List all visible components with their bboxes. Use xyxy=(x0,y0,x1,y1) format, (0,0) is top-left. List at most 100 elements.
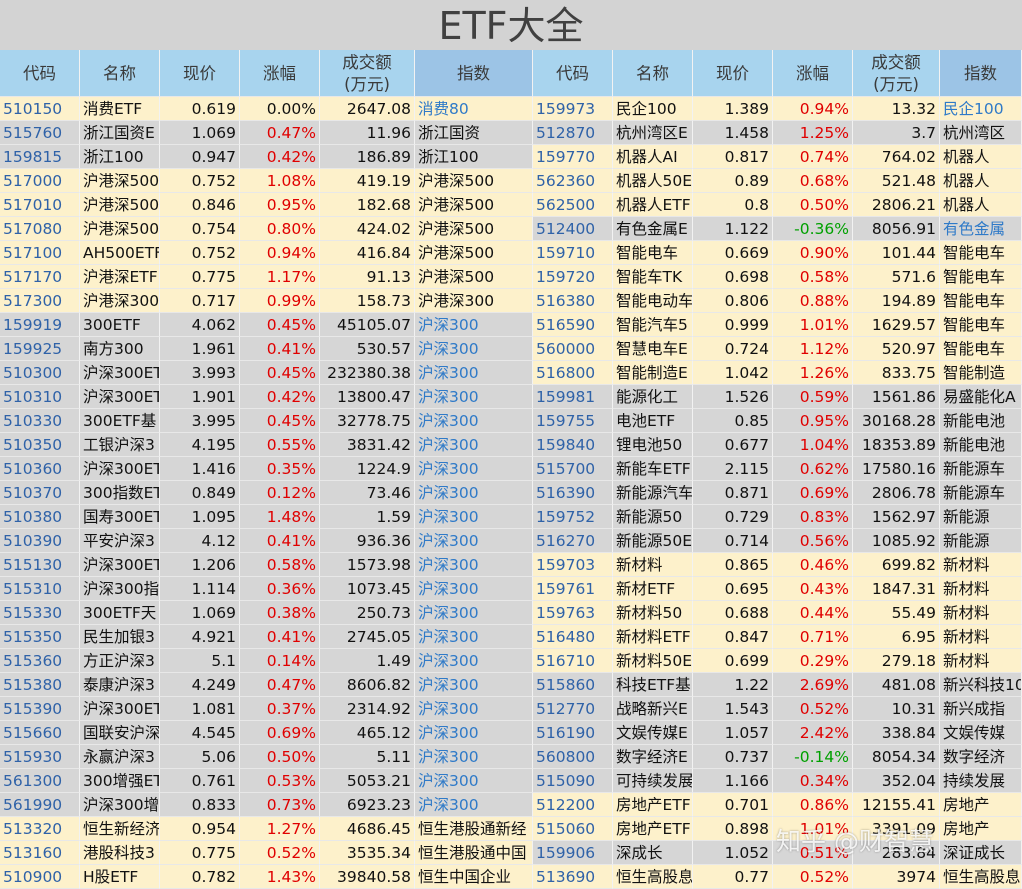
amount-cell: 13.32 xyxy=(853,97,940,121)
change-cell: 0.55% xyxy=(240,433,320,457)
index-cell: 沪深300 xyxy=(415,433,533,457)
name-cell: 新能源50 xyxy=(613,505,693,529)
index-cell: 沪深300 xyxy=(415,745,533,769)
change-cell: 0.86% xyxy=(773,793,853,817)
code-cell: 562500 xyxy=(533,193,613,217)
change-cell: 1.17% xyxy=(240,265,320,289)
header-cell: 现价 xyxy=(160,50,240,97)
change-cell: 1.12% xyxy=(773,337,853,361)
name-cell: 消费ETF xyxy=(80,97,160,121)
index-cell: 文娱传媒 xyxy=(940,721,1022,745)
change-cell: 1.48% xyxy=(240,505,320,529)
price-cell: 0.717 xyxy=(160,289,240,313)
amount-cell: 32778.75 xyxy=(320,409,415,433)
amount-cell: 6923.23 xyxy=(320,793,415,817)
code-cell: 510300 xyxy=(0,361,80,385)
code-cell: 159815 xyxy=(0,145,80,169)
change-cell: 0.36% xyxy=(240,577,320,601)
code-cell: 515360 xyxy=(0,649,80,673)
name-cell: 锂电池50 xyxy=(613,433,693,457)
name-cell: 港股科技3 xyxy=(80,841,160,865)
price-cell: 0.737 xyxy=(693,745,773,769)
price-cell: 0.8 xyxy=(693,193,773,217)
amount-cell: 158.73 xyxy=(320,289,415,313)
name-cell: 新能车ETF xyxy=(613,457,693,481)
change-cell: 0.47% xyxy=(240,121,320,145)
name-cell: 杭州湾区E xyxy=(613,121,693,145)
name-cell: 浙江100 xyxy=(80,145,160,169)
amount-cell: 73.46 xyxy=(320,481,415,505)
name-cell: 国联安沪深 xyxy=(80,721,160,745)
index-cell: 沪港深500 xyxy=(415,265,533,289)
change-cell: 0.69% xyxy=(240,721,320,745)
price-cell: 0.752 xyxy=(160,241,240,265)
price-cell: 1.069 xyxy=(160,601,240,625)
index-cell: 新能电池 xyxy=(940,433,1022,457)
index-cell: 沪深300 xyxy=(415,649,533,673)
price-cell: 5.1 xyxy=(160,649,240,673)
header-cell: 名称 xyxy=(80,50,160,97)
header-text: 成交额 xyxy=(342,53,392,72)
price-cell: 0.947 xyxy=(160,145,240,169)
header-cell: 代码 xyxy=(0,50,80,97)
index-cell: 沪深300 xyxy=(415,385,533,409)
change-cell: 1.25% xyxy=(773,121,853,145)
price-cell: 3.995 xyxy=(160,409,240,433)
index-cell: 沪深300 xyxy=(415,529,533,553)
change-cell: 0.00% xyxy=(240,97,320,121)
price-cell: 3.993 xyxy=(160,361,240,385)
code-cell: 159755 xyxy=(533,409,613,433)
name-cell: 恒生新经济 xyxy=(80,817,160,841)
change-cell: 1.01% xyxy=(773,817,853,841)
change-cell: 2.69% xyxy=(773,673,853,697)
name-cell: 沪深300增 xyxy=(80,793,160,817)
name-cell: 沪深300ET xyxy=(80,385,160,409)
code-cell: 159720 xyxy=(533,265,613,289)
amount-cell: 416.84 xyxy=(320,241,415,265)
price-cell: 4.12 xyxy=(160,529,240,553)
change-cell: 0.44% xyxy=(773,601,853,625)
index-cell: 杭州湾区 xyxy=(940,121,1022,145)
price-cell: 0.954 xyxy=(160,817,240,841)
index-cell: 数字经济 xyxy=(940,745,1022,769)
change-cell: 0.45% xyxy=(240,313,320,337)
price-cell: 0.752 xyxy=(160,169,240,193)
change-cell: 0.46% xyxy=(773,553,853,577)
code-cell: 159973 xyxy=(533,97,613,121)
name-cell: 智慧电车E xyxy=(613,337,693,361)
name-cell: 民企100 xyxy=(613,97,693,121)
code-cell: 159761 xyxy=(533,577,613,601)
change-cell: 0.73% xyxy=(240,793,320,817)
index-cell: 沪港深500 xyxy=(415,193,533,217)
name-cell: 新材料ETF xyxy=(613,625,693,649)
name-cell: 新材料50E xyxy=(613,649,693,673)
name-cell: 永赢沪深3 xyxy=(80,745,160,769)
code-cell: 517300 xyxy=(0,289,80,313)
price-cell: 1.069 xyxy=(160,121,240,145)
amount-cell: 1629.57 xyxy=(853,313,940,337)
index-cell: 新材料 xyxy=(940,649,1022,673)
name-cell: H股ETF xyxy=(80,865,160,889)
name-cell: 工银沪深3 xyxy=(80,433,160,457)
amount-cell: 3974 xyxy=(853,865,940,889)
code-cell: 159906 xyxy=(533,841,613,865)
change-cell: 0.43% xyxy=(773,577,853,601)
code-cell: 516590 xyxy=(533,313,613,337)
price-cell: 0.754 xyxy=(160,217,240,241)
change-cell: 0.80% xyxy=(240,217,320,241)
code-cell: 516380 xyxy=(533,289,613,313)
code-cell: 517080 xyxy=(0,217,80,241)
price-cell: 2.115 xyxy=(693,457,773,481)
code-cell: 515930 xyxy=(0,745,80,769)
price-cell: 1.543 xyxy=(693,697,773,721)
index-cell: 消费80 xyxy=(415,97,533,121)
index-cell: 智能电车 xyxy=(940,265,1022,289)
price-cell: 0.775 xyxy=(160,265,240,289)
index-cell: 新兴科技10 xyxy=(940,673,1022,697)
index-cell: 新材料 xyxy=(940,625,1022,649)
name-cell: 房地产ETF xyxy=(613,793,693,817)
price-cell: 4.195 xyxy=(160,433,240,457)
code-cell: 560000 xyxy=(533,337,613,361)
amount-cell: 1.49 xyxy=(320,649,415,673)
amount-cell: 279.18 xyxy=(853,649,940,673)
